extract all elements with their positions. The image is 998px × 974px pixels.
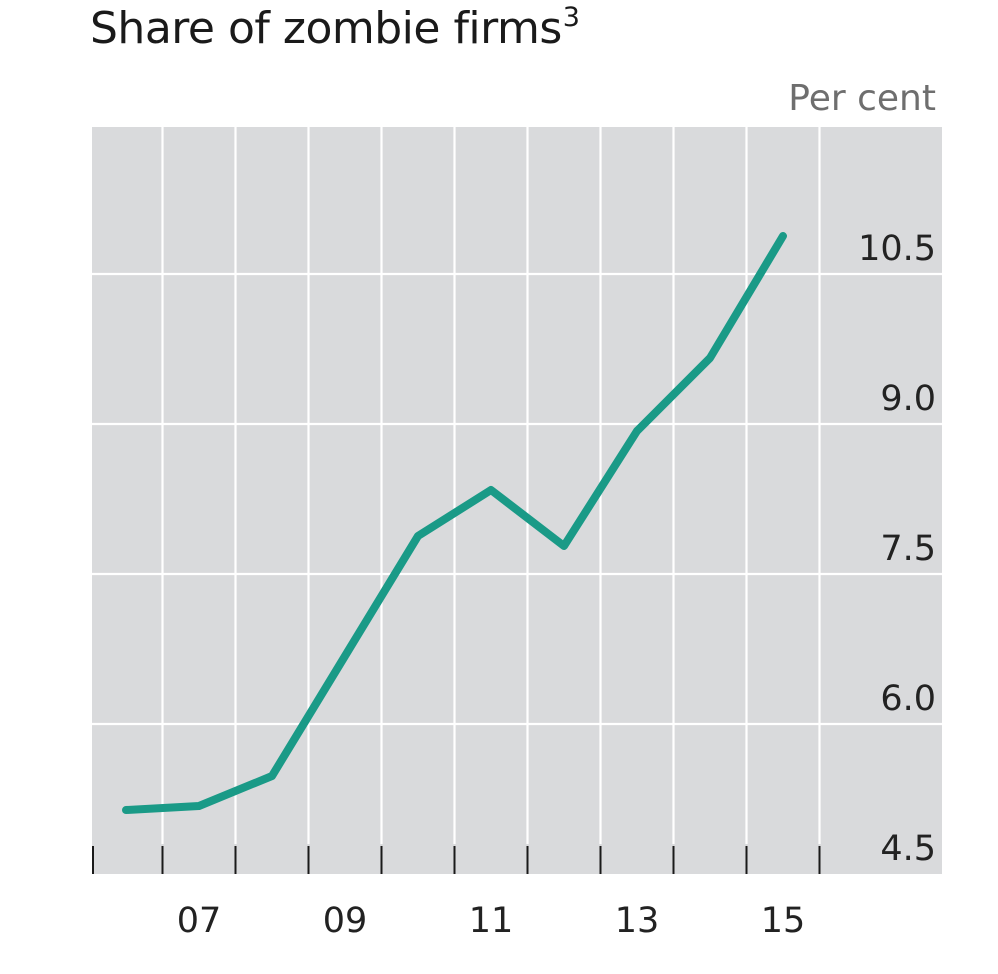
- x-tick-label: 13: [615, 901, 660, 941]
- series-line: [122, 232, 787, 814]
- series-group: [122, 232, 787, 814]
- x-axis-labels: 07 09 11 13 15: [177, 901, 806, 941]
- plot-background: [92, 127, 942, 874]
- horizontal-gridlines: [92, 272, 942, 726]
- y-tick-label: 6.0: [880, 679, 936, 719]
- y-tick-label: 9.0: [880, 379, 936, 419]
- title-footnote-marker: 3: [562, 2, 580, 33]
- y-tick-label: 10.5: [858, 229, 936, 269]
- x-tick-label: 09: [323, 901, 368, 941]
- y-tick-label: 4.5: [880, 829, 936, 869]
- x-tick-label: 15: [761, 901, 806, 941]
- y-tick-label: 7.5: [880, 529, 936, 569]
- y-axis-labels: 4.5 6.0 7.5 9.0 10.5: [858, 229, 936, 869]
- x-axis-ticks: [92, 846, 821, 874]
- chart-title: Share of zombie firms3: [90, 2, 580, 54]
- chart-title-text: Share of zombie firms: [90, 3, 562, 54]
- x-tick-label: 07: [177, 901, 222, 941]
- x-tick-label: 11: [469, 901, 514, 941]
- unit-label: Per cent: [788, 78, 936, 119]
